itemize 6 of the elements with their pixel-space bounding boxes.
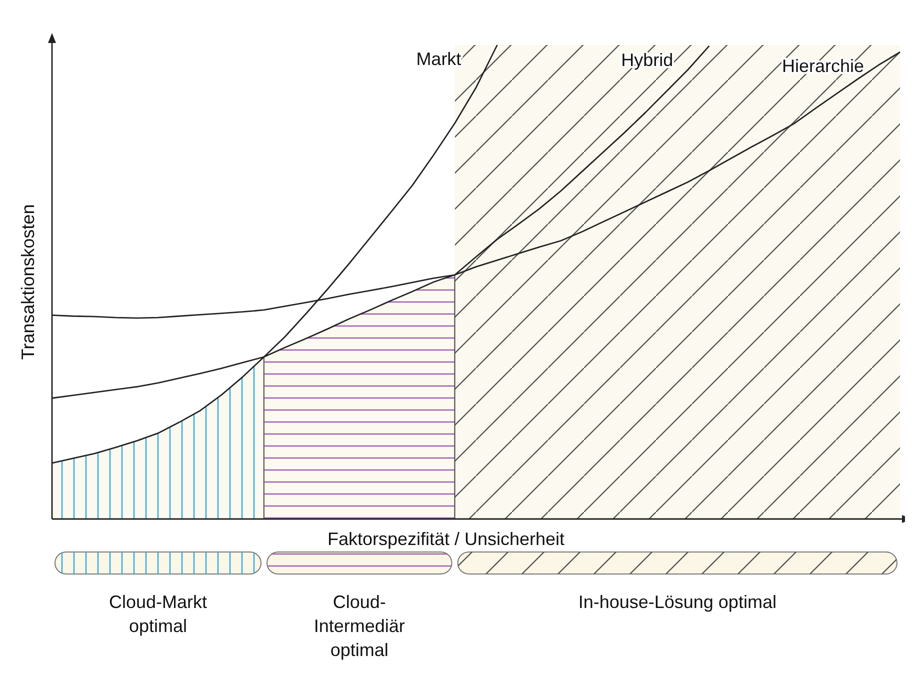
text: In-house-Lösung optimal [578,592,776,612]
x-axis-title: Faktorspezifität / Unsicherheit [327,529,565,549]
text: Cloud-Markt optimal [108,592,208,636]
text: Cloud-Intermediär optimal [314,592,405,660]
y-axis-title: Transaktionskosten [18,204,38,360]
series-label: Markt [416,49,462,69]
